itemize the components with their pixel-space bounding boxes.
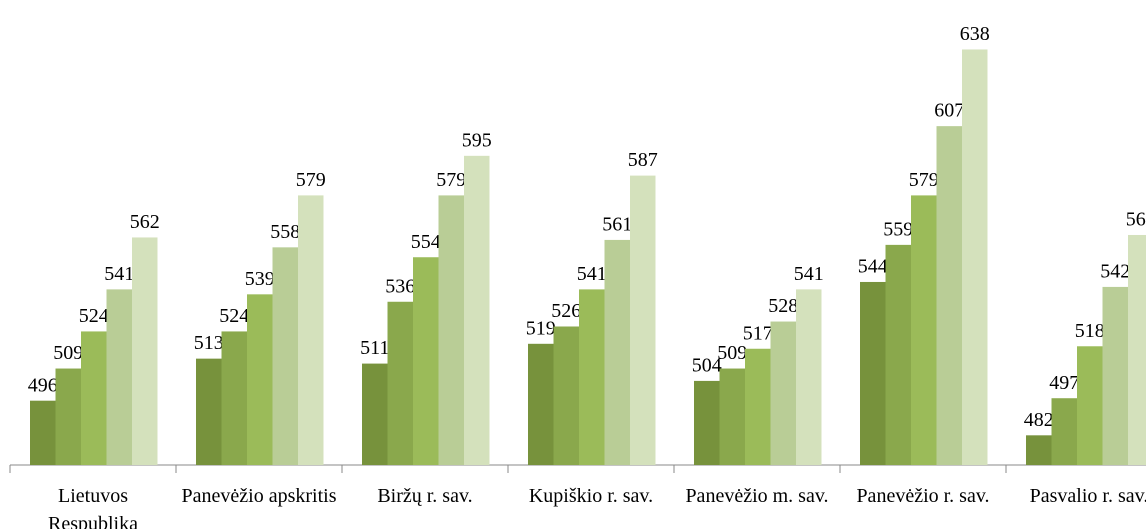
- value-label: 587: [628, 149, 658, 171]
- value-label: 526: [551, 300, 581, 322]
- bar: [911, 195, 937, 466]
- value-label: 511: [360, 337, 389, 359]
- bar: [1026, 435, 1052, 465]
- value-label: 579: [909, 169, 939, 191]
- value-label: 541: [104, 263, 134, 285]
- value-label: 562: [130, 211, 160, 233]
- bar: [362, 363, 388, 465]
- bar: [796, 289, 822, 465]
- bar: [630, 175, 656, 466]
- bar: [81, 331, 107, 465]
- value-label: 559: [883, 218, 913, 240]
- bar: [770, 321, 796, 465]
- value-label: 607: [934, 100, 964, 122]
- value-label: 513: [194, 332, 224, 354]
- value-label: 544: [858, 256, 888, 278]
- bar: [132, 237, 158, 465]
- value-label: 541: [794, 263, 824, 285]
- value-label: 638: [960, 23, 990, 45]
- value-label: 497: [1049, 372, 1079, 394]
- value-label: 519: [526, 317, 556, 339]
- value-label: 595: [462, 129, 492, 151]
- bar: [298, 195, 324, 466]
- bar: [413, 257, 439, 465]
- value-label: 509: [53, 342, 83, 364]
- bar: [885, 244, 911, 465]
- bar: [106, 289, 132, 465]
- bar: [247, 294, 273, 465]
- value-label: 579: [296, 169, 326, 191]
- value-label: 561: [602, 214, 632, 236]
- bar: [464, 155, 490, 465]
- bar: [962, 49, 988, 466]
- value-label: 517: [743, 322, 773, 344]
- value-label: 504: [692, 354, 722, 376]
- x-tick-label: Biržų r. sav.: [377, 485, 473, 507]
- x-tick-label: Kupiškio r. sav.: [528, 485, 654, 507]
- value-label: 579: [436, 169, 466, 191]
- bar: [604, 239, 630, 465]
- bar: [936, 126, 962, 465]
- bar: [1128, 234, 1146, 465]
- bar: [694, 380, 720, 465]
- bar: [55, 368, 81, 465]
- bar: [387, 301, 413, 465]
- value-label: 542: [1100, 261, 1130, 283]
- bar: [1102, 286, 1128, 465]
- value-label: 509: [717, 342, 747, 364]
- bar: [1051, 398, 1077, 465]
- x-tick-label: Panevėžio m. sav.: [685, 485, 829, 507]
- bar: [579, 289, 605, 465]
- value-label: 558: [270, 221, 300, 243]
- value-label: 496: [28, 374, 58, 396]
- x-tick-label: Pasvalio r. sav.: [1029, 485, 1146, 507]
- bar: [860, 281, 886, 465]
- x-tick-label: Lietuvos Respublika: [48, 485, 138, 529]
- value-label: 554: [411, 231, 441, 253]
- bar: [553, 326, 579, 465]
- bar: [528, 343, 554, 465]
- value-label: 524: [79, 305, 109, 327]
- bar: [1077, 346, 1103, 465]
- value-label: 536: [385, 275, 415, 297]
- bar: [719, 368, 745, 465]
- bar: [272, 247, 298, 465]
- x-tick-label: Panevėžio apskritis: [181, 485, 337, 507]
- value-label: 524: [219, 305, 249, 327]
- value-label: 541: [577, 263, 607, 285]
- bar: [745, 348, 771, 465]
- x-tick-label: Panevėžio r. sav.: [856, 485, 990, 507]
- value-label: 528: [768, 295, 798, 317]
- bar: [438, 195, 464, 466]
- value-label: 518: [1075, 320, 1105, 342]
- value-label: 563: [1126, 209, 1146, 231]
- value-label: 482: [1024, 409, 1054, 431]
- bar: [196, 358, 222, 465]
- bar: [221, 331, 247, 465]
- value-label: 539: [245, 268, 275, 290]
- bar: [30, 400, 56, 465]
